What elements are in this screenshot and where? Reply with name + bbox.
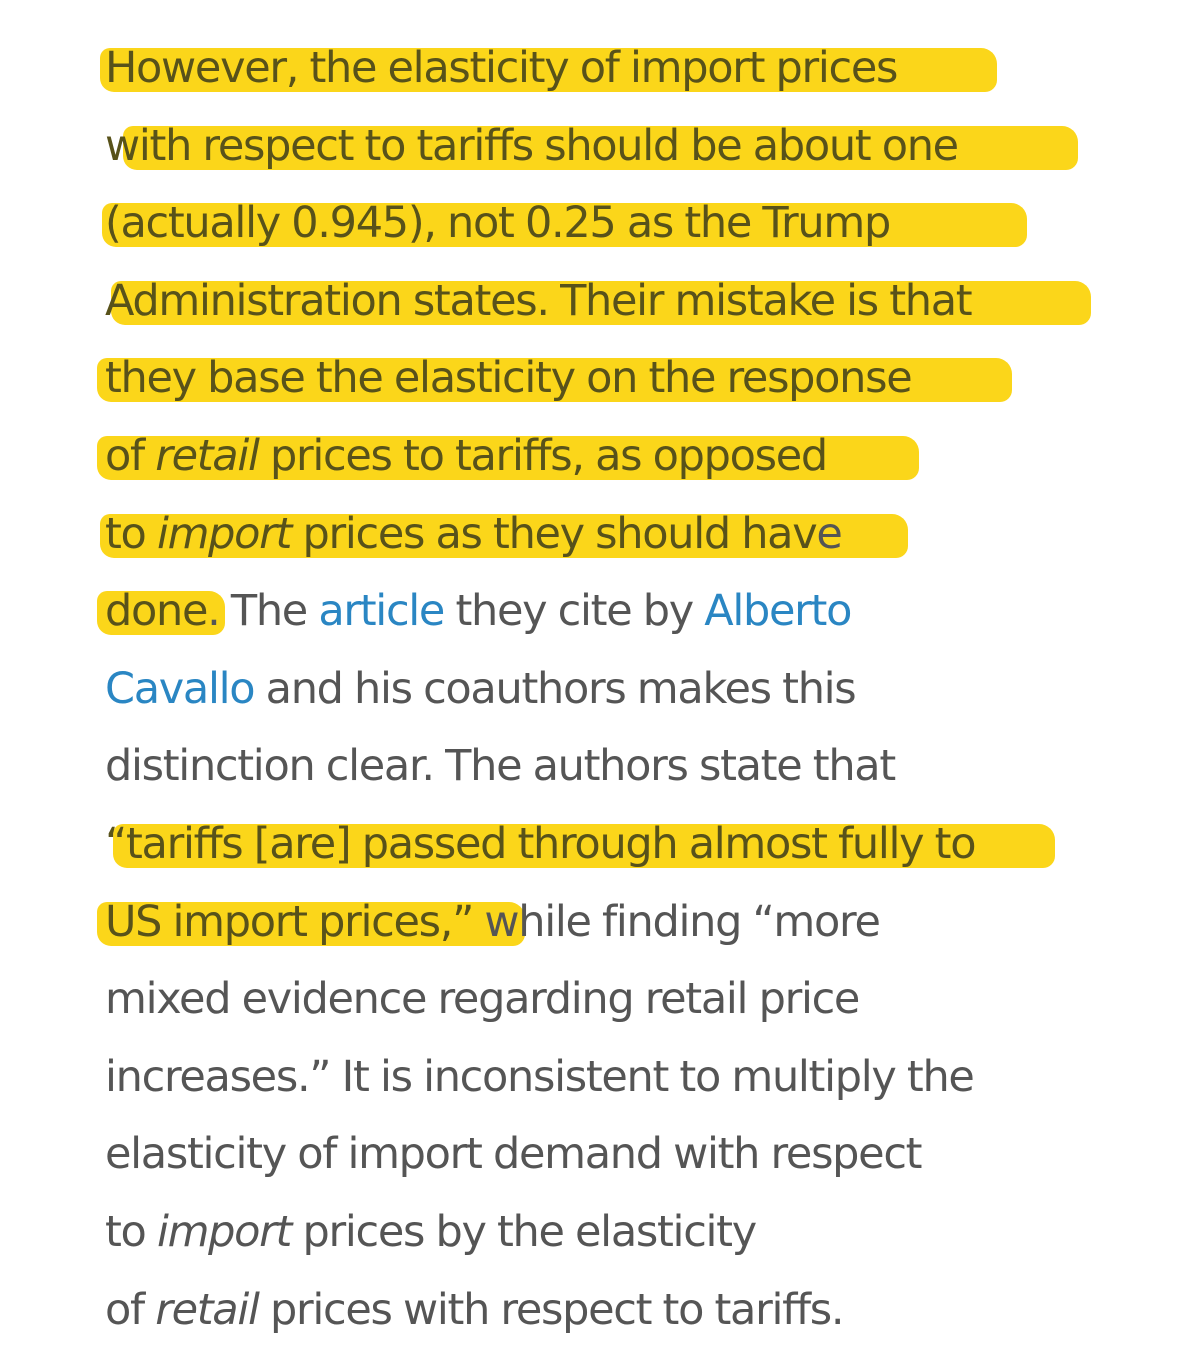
plain-text: prices with respect to tariffs. (258, 1284, 845, 1335)
text-line: Cavallo and his coauthors makes this (105, 651, 1105, 729)
line-text: done. The article they cite by Alberto (105, 586, 852, 637)
highlight-mark (97, 591, 225, 636)
text-line: they base the elasticity on the response (97, 340, 1105, 418)
highlighted-text: Administration states. Their mistake is … (105, 275, 973, 326)
plain-text: distinction clear. The authors state tha… (105, 741, 896, 792)
text-line: of retail prices with respect to tariffs… (105, 1272, 1105, 1350)
text-line: distinction clear. The authors state tha… (105, 728, 1105, 806)
text-line: of retail prices to tariffs, as opposed (97, 418, 1105, 496)
line-text: of retail prices with respect to tariffs… (105, 1284, 845, 1335)
line-text: with respect to tariffs should be about … (105, 120, 959, 171)
text-line: done. The article they cite by Alberto (97, 573, 1105, 651)
alberto-cavallo-link[interactable]: Cavallo (105, 663, 256, 714)
text-line: mixed evidence regarding retail price (105, 961, 1105, 1039)
text-line: with respect to tariffs should be about … (105, 108, 1105, 186)
highlight-mark (97, 435, 919, 480)
highlight-mark (123, 125, 1078, 170)
text-line: Administration states. Their mistake is … (105, 263, 1105, 341)
plain-text: prices by the elasticity (291, 1206, 757, 1257)
line-text: However, the elasticity of import prices (105, 43, 898, 93)
emphasized-text: retail (155, 1284, 260, 1335)
line-text: “tariffs [are] passed through almost ful… (105, 818, 977, 869)
plain-text: mixed evidence regarding retail price (105, 974, 860, 1025)
plain-text: of (105, 1284, 156, 1335)
text-line: (actually 0.945), not 0.25 as the Trump (102, 185, 1105, 263)
line-text: elasticity of import demand with respect (105, 1129, 923, 1180)
highlight-mark (97, 901, 525, 946)
plain-text: they cite by (444, 586, 705, 637)
alberto-cavallo-link[interactable]: Alberto (704, 586, 852, 637)
text-line: However, the elasticity of import prices (100, 30, 1105, 108)
text-line: elasticity of import demand with respect (105, 1116, 1105, 1194)
highlighted-text: US import prices,” (105, 896, 474, 947)
highlighted-text: of (105, 430, 156, 481)
highlighted-text: done (105, 586, 208, 637)
line-text: to import prices as they should have (105, 508, 843, 559)
article-excerpt: However, the elasticity of import prices… (97, 30, 1105, 1350)
line-text: Administration states. Their mistake is … (105, 275, 973, 326)
highlighted-text: “tariffs [are] passed through almost ful… (105, 818, 977, 869)
line-text: increases.” It is inconsistent to multip… (105, 1051, 975, 1102)
highlight-mark (97, 358, 1012, 403)
plain-text: and his coauthors makes this (254, 663, 857, 714)
article-link[interactable]: article (318, 586, 445, 637)
highlight-mark (111, 280, 1091, 325)
highlighted-text: with respect to tariffs should be about … (105, 120, 959, 171)
line-text: (actually 0.945), not 0.25 as the Trump (105, 198, 891, 249)
text-line: increases.” It is inconsistent to multip… (105, 1039, 1105, 1117)
line-text: of retail prices to tariffs, as opposed (105, 430, 828, 481)
line-text: Cavallo and his coauthors makes this (105, 663, 857, 714)
line-text: distinction clear. The authors state tha… (105, 741, 896, 792)
highlighted-text: prices as they should hav (291, 508, 817, 559)
plain-text: elasticity of import demand with respect (105, 1129, 923, 1180)
highlighted-text: However, the elasticity of import prices (105, 43, 898, 93)
highlighted-text: (actually 0.945), not 0.25 as the Trump (105, 198, 891, 249)
emphasized-text: import (156, 1206, 292, 1257)
highlighted-text: to (105, 508, 157, 559)
emphasized-text: import (156, 508, 292, 559)
line-text: mixed evidence regarding retail price (105, 974, 860, 1025)
line-text: they base the elasticity on the response (105, 353, 913, 404)
emphasized-text: retail (155, 430, 260, 481)
text-line: to import prices by the elasticity (105, 1194, 1105, 1272)
highlight-mark (100, 513, 908, 558)
plain-text: to (105, 1206, 157, 1257)
line-text: to import prices by the elasticity (105, 1206, 757, 1257)
text-line: “tariffs [are] passed through almost ful… (105, 806, 1105, 884)
text-line: to import prices as they should have (100, 496, 1105, 574)
highlight-mark (100, 48, 997, 92)
plain-text: . The (207, 586, 319, 637)
highlighted-text: they base the elasticity on the response (105, 353, 913, 404)
highlight-mark (102, 203, 1027, 248)
text-line: US import prices,” while finding “more (97, 884, 1105, 962)
plain-text: while finding “more (473, 896, 881, 947)
plain-text: increases.” It is inconsistent to multip… (105, 1051, 975, 1102)
plain-text: e (816, 508, 842, 559)
highlighted-text: prices to tariffs, as opposed (258, 430, 828, 481)
highlight-mark (113, 823, 1055, 868)
line-text: US import prices,” while finding “more (105, 896, 881, 947)
